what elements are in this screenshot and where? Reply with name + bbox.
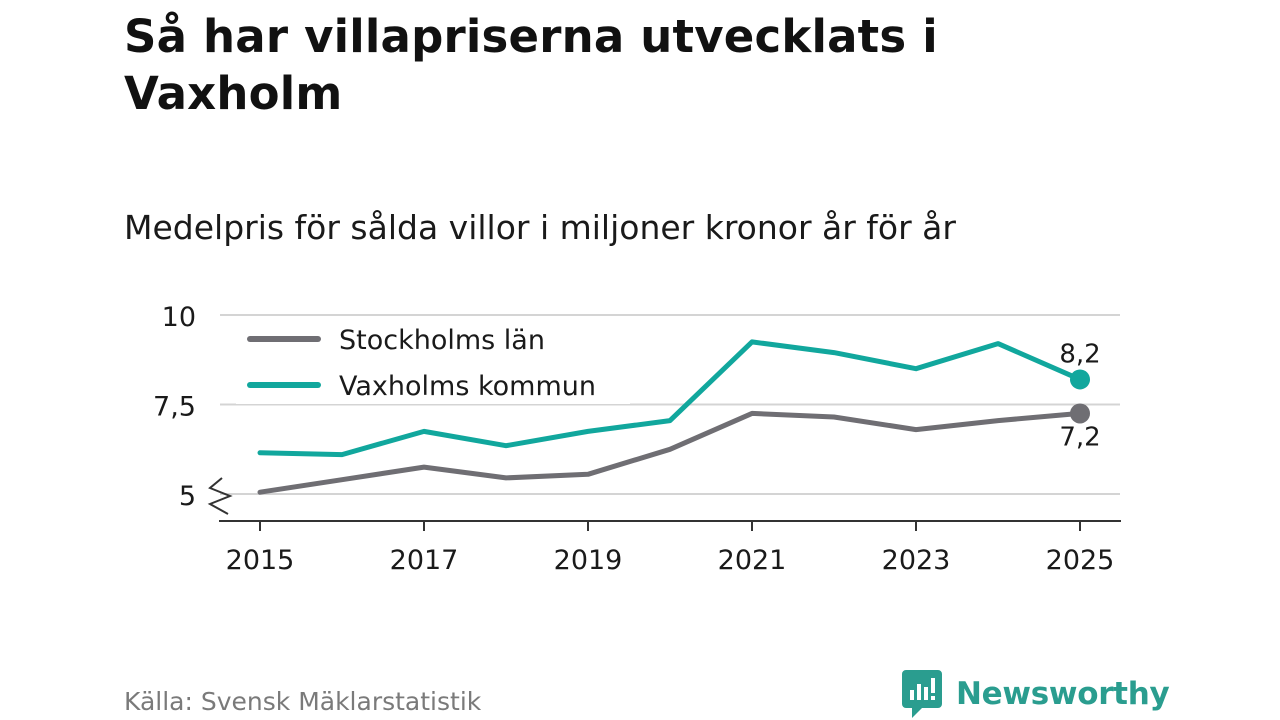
legend: Stockholms län Vaxholms kommun bbox=[236, 318, 630, 404]
newsworthy-logo-icon bbox=[902, 670, 942, 718]
source-note: Källa: Svensk Mäklarstatistik bbox=[124, 687, 482, 716]
axis-break-icon bbox=[207, 477, 233, 515]
end-point-vaxholm bbox=[1070, 369, 1090, 390]
legend-background bbox=[236, 318, 630, 404]
series-lines bbox=[257, 339, 1090, 495]
chart-title: Så har villapriserna utvecklats i Vaxhol… bbox=[124, 10, 938, 120]
y-tick-label: 10 bbox=[162, 302, 196, 333]
y-tick-label: 5 bbox=[179, 481, 196, 512]
brand-logo[interactable]: Newsworthy bbox=[902, 670, 1170, 718]
grid-lines bbox=[220, 314, 1120, 495]
end-label-stockholm: 7,2 bbox=[1059, 422, 1100, 452]
series-line-stockholm bbox=[257, 410, 1083, 495]
x-tick-label: 2019 bbox=[554, 545, 623, 576]
end-label-vaxholm: 8,2 bbox=[1059, 339, 1100, 369]
y-tick-label: 7,5 bbox=[153, 392, 196, 423]
chart-subtitle: Medelpris för sålda villor i miljoner kr… bbox=[124, 208, 956, 247]
brand-name: Newsworthy bbox=[956, 676, 1170, 712]
end-point-stockholm bbox=[1070, 403, 1090, 424]
legend-label-stockholm: Stockholms län bbox=[339, 325, 545, 356]
x-tick-label: 2017 bbox=[390, 545, 459, 576]
legend-label-vaxholm: Vaxholms kommun bbox=[339, 371, 596, 402]
end-labels: 7,2 8,2 bbox=[1059, 339, 1100, 452]
x-tick-label: 2021 bbox=[718, 545, 787, 576]
x-axis bbox=[207, 477, 1121, 531]
x-tick-label: 2015 bbox=[226, 545, 295, 576]
y-tick-labels: 5 7,5 10 bbox=[153, 302, 196, 512]
x-tick-label: 2023 bbox=[882, 545, 951, 576]
x-tick-label: 2025 bbox=[1046, 545, 1115, 576]
series-line-vaxholm bbox=[257, 339, 1083, 458]
x-tick-labels: 2015 2017 2019 2021 2023 2025 bbox=[226, 545, 1115, 576]
